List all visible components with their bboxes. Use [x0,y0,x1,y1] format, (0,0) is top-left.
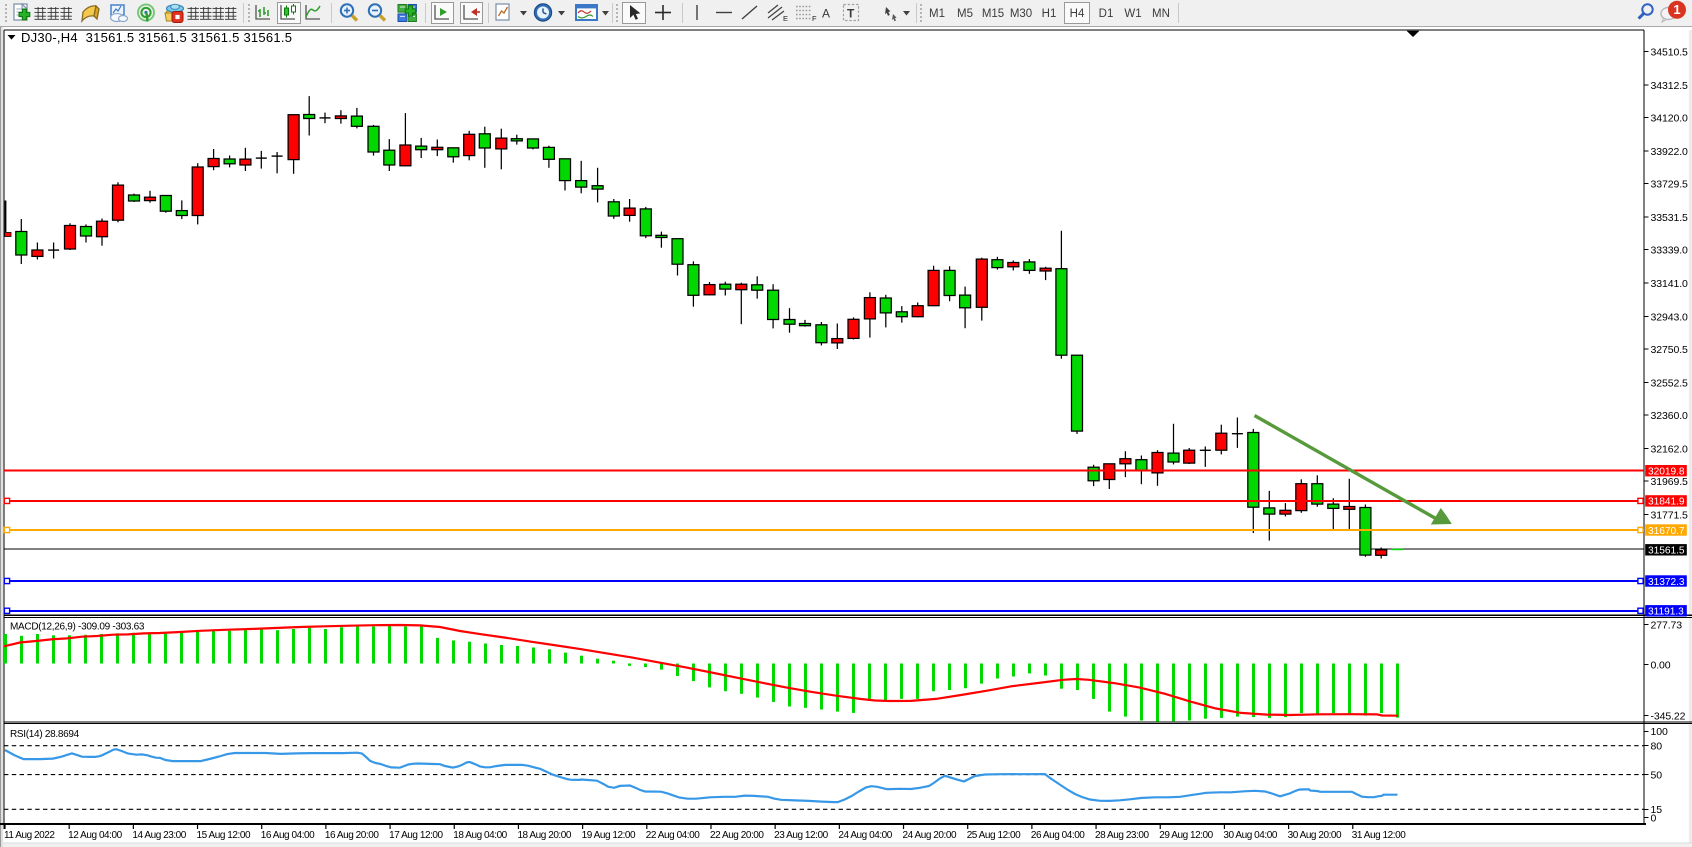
svg-text:29 Aug 12:00: 29 Aug 12:00 [1159,830,1213,841]
svg-text:-345.22: -345.22 [1651,710,1686,722]
svg-text:31969.5: 31969.5 [1651,476,1689,488]
svg-text:RSI(14) 28.8694: RSI(14) 28.8694 [10,729,80,740]
svg-text:30 Aug 20:00: 30 Aug 20:00 [1288,830,1342,841]
svg-text:28 Aug 23:00: 28 Aug 23:00 [1095,830,1149,841]
svg-text:MACD(12,26,9) -309.09 -303.63: MACD(12,26,9) -309.09 -303.63 [10,622,145,633]
svg-text:24 Aug 04:00: 24 Aug 04:00 [838,830,892,841]
svg-text:H1: H1 [1042,8,1057,20]
svg-text:32360.0: 32360.0 [1651,410,1689,422]
svg-text:32019.8: 32019.8 [1648,467,1685,478]
svg-text:33729.5: 33729.5 [1651,178,1689,190]
svg-text:M15: M15 [982,8,1004,20]
svg-text:H4: H4 [1070,8,1085,20]
svg-text:33339.0: 33339.0 [1651,244,1689,256]
svg-text:34120.0: 34120.0 [1651,112,1689,124]
svg-text:M1: M1 [929,8,945,20]
svg-text:30 Aug 04:00: 30 Aug 04:00 [1223,830,1277,841]
svg-text:DJ30-,H4 31561.5 31561.5 3156: DJ30-,H4 31561.5 31561.5 31561.5 31561.5 [21,30,292,45]
svg-text:16 Aug 04:00: 16 Aug 04:00 [261,830,315,841]
svg-text:15 Aug 12:00: 15 Aug 12:00 [197,830,251,841]
svg-text:0.00: 0.00 [1651,659,1671,671]
svg-text:50: 50 [1651,770,1663,782]
svg-text:34312.5: 34312.5 [1651,80,1689,92]
svg-text:M30: M30 [1010,8,1032,20]
svg-text:18 Aug 04:00: 18 Aug 04:00 [453,830,507,841]
svg-text:0: 0 [1651,812,1657,824]
svg-text:31841.9: 31841.9 [1648,497,1685,508]
svg-text:31771.5: 31771.5 [1651,509,1689,521]
svg-text:A: A [822,7,830,21]
svg-text:1: 1 [1673,2,1680,17]
svg-text:34510.5: 34510.5 [1651,46,1689,58]
svg-text:32552.5: 32552.5 [1651,377,1689,389]
svg-text:23 Aug 12:00: 23 Aug 12:00 [774,830,828,841]
svg-text:19 Aug 12:00: 19 Aug 12:00 [582,830,636,841]
svg-text:14 Aug 23:00: 14 Aug 23:00 [132,830,186,841]
svg-text:12 Aug 04:00: 12 Aug 04:00 [68,830,122,841]
svg-text:100: 100 [1651,726,1668,738]
svg-text:11 Aug 2022: 11 Aug 2022 [4,830,55,841]
svg-text:18 Aug 20:00: 18 Aug 20:00 [517,830,571,841]
svg-text:32162.0: 32162.0 [1651,443,1689,455]
svg-text:33922.0: 33922.0 [1651,146,1689,158]
svg-text:25 Aug 12:00: 25 Aug 12:00 [967,830,1021,841]
svg-text:31670.7: 31670.7 [1648,526,1685,537]
svg-text:MN: MN [1152,8,1170,20]
svg-text:277.73: 277.73 [1651,620,1683,632]
svg-text:80: 80 [1651,741,1663,753]
svg-text:31 Aug 12:00: 31 Aug 12:00 [1352,830,1406,841]
svg-text:17 Aug 12:00: 17 Aug 12:00 [389,830,443,841]
svg-text:22 Aug 04:00: 22 Aug 04:00 [646,830,700,841]
svg-text:32750.5: 32750.5 [1651,344,1689,356]
svg-text:W1: W1 [1124,8,1141,20]
svg-text:F: F [812,14,817,23]
svg-text:E: E [783,14,788,23]
svg-text:26 Aug 04:00: 26 Aug 04:00 [1031,830,1085,841]
svg-text:T: T [847,7,855,21]
svg-text:15: 15 [1651,804,1663,816]
svg-text:M5: M5 [957,8,973,20]
svg-text:22 Aug 20:00: 22 Aug 20:00 [710,830,764,841]
svg-text:33141.0: 33141.0 [1651,278,1689,290]
svg-text:31561.5: 31561.5 [1648,546,1685,557]
svg-text:31191.3: 31191.3 [1648,607,1684,618]
svg-text:32943.0: 32943.0 [1651,311,1689,323]
svg-text:31372.3: 31372.3 [1648,577,1685,588]
svg-text:D1: D1 [1099,8,1114,20]
svg-text:33531.5: 33531.5 [1651,212,1689,224]
svg-text:16 Aug 20:00: 16 Aug 20:00 [325,830,379,841]
svg-text:24 Aug 20:00: 24 Aug 20:00 [903,830,957,841]
